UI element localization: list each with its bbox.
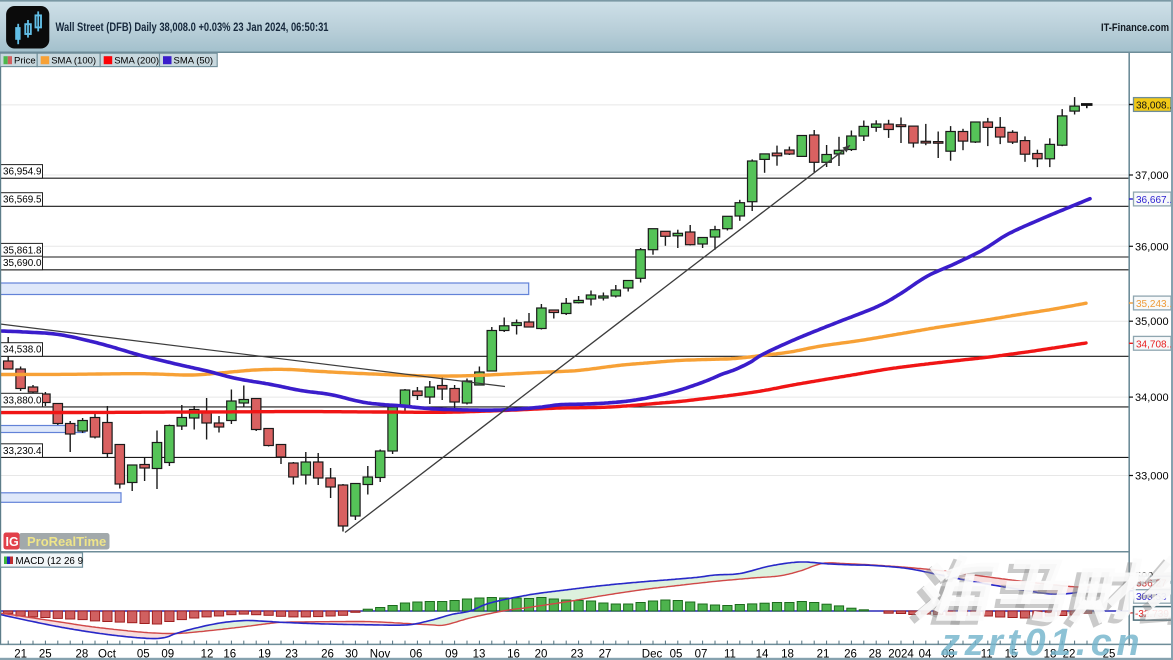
svg-text:34,000: 34,000	[1135, 392, 1169, 404]
svg-text:25: 25	[39, 649, 52, 660]
svg-text:26: 26	[844, 649, 857, 660]
svg-text:05: 05	[670, 649, 683, 660]
svg-text:11: 11	[981, 649, 993, 660]
svg-text:35,861.8: 35,861.8	[3, 245, 42, 256]
svg-text:09: 09	[445, 649, 458, 660]
svg-text:MACD (12 26 9: MACD (12 26 9	[16, 556, 84, 567]
svg-text:23: 23	[571, 649, 584, 660]
svg-text:38,008..: 38,008..	[1136, 101, 1172, 112]
svg-text:Oct: Oct	[98, 649, 117, 660]
svg-text:27: 27	[599, 649, 612, 660]
svg-text:18: 18	[1044, 649, 1057, 660]
svg-text:16: 16	[223, 649, 236, 660]
svg-text:35,243..: 35,243..	[1136, 299, 1172, 310]
svg-text:07: 07	[695, 649, 708, 660]
svg-text:33,000: 33,000	[1135, 471, 1169, 483]
svg-text:20: 20	[535, 649, 548, 660]
svg-text:303.53: 303.53	[1136, 592, 1167, 603]
svg-text:11: 11	[724, 649, 736, 660]
svg-text:Wall Street (DFB) Daily 38,008: Wall Street (DFB) Daily 38,008.0 +0.03% …	[56, 20, 329, 34]
svg-text:21: 21	[817, 649, 830, 660]
svg-text:SMA (50): SMA (50)	[174, 55, 214, 66]
svg-text:34,708..: 34,708..	[1136, 340, 1172, 351]
svg-text:19: 19	[258, 649, 271, 660]
svg-text:16: 16	[507, 649, 520, 660]
svg-text:12: 12	[201, 649, 214, 660]
svg-text:36,000: 36,000	[1135, 241, 1169, 253]
svg-text:23: 23	[285, 649, 298, 660]
svg-text:36,667..: 36,667..	[1136, 195, 1172, 206]
svg-text:04: 04	[919, 649, 932, 660]
svg-text:SMA (100): SMA (100)	[51, 55, 96, 66]
svg-text:Nov: Nov	[370, 649, 391, 660]
svg-text:21: 21	[14, 649, 27, 660]
svg-text:30: 30	[345, 649, 358, 660]
svg-text:37,000: 37,000	[1135, 170, 1169, 182]
svg-text:36,569.5: 36,569.5	[3, 195, 42, 206]
svg-text:36,954.9: 36,954.9	[3, 167, 42, 178]
svg-text:15: 15	[1005, 649, 1018, 660]
svg-text:09: 09	[161, 649, 174, 660]
svg-text:26: 26	[321, 649, 334, 660]
svg-text:zzrt01.cn: zzrt01.cn	[940, 622, 1144, 660]
svg-text:35,690.0: 35,690.0	[3, 258, 42, 269]
svg-text:28: 28	[869, 649, 882, 660]
svg-text:05: 05	[137, 649, 150, 660]
svg-text:18: 18	[781, 649, 794, 660]
svg-text:336.27: 336.27	[1136, 579, 1167, 590]
svg-text:13: 13	[473, 649, 486, 660]
svg-text:2024: 2024	[888, 649, 914, 660]
svg-text:IG: IG	[6, 535, 19, 549]
svg-text:IT-Finance.com: IT-Finance.com	[1101, 22, 1169, 34]
svg-text:06: 06	[410, 649, 423, 660]
svg-text:34,538.0: 34,538.0	[3, 345, 42, 356]
svg-text:ProRealTime: ProRealTime	[27, 534, 106, 549]
svg-text:35,000: 35,000	[1135, 316, 1169, 328]
svg-text:Price: Price	[14, 55, 36, 66]
svg-text:28: 28	[76, 649, 89, 660]
svg-text:33,880.0: 33,880.0	[3, 395, 42, 406]
svg-text:Dec: Dec	[642, 649, 663, 660]
svg-text:25: 25	[1103, 649, 1116, 660]
svg-text:14: 14	[756, 649, 769, 660]
svg-text:22: 22	[1063, 649, 1076, 660]
svg-text:SMA (200): SMA (200)	[114, 55, 159, 66]
svg-text:33,230.4: 33,230.4	[3, 446, 42, 457]
svg-text:08: 08	[942, 649, 955, 660]
